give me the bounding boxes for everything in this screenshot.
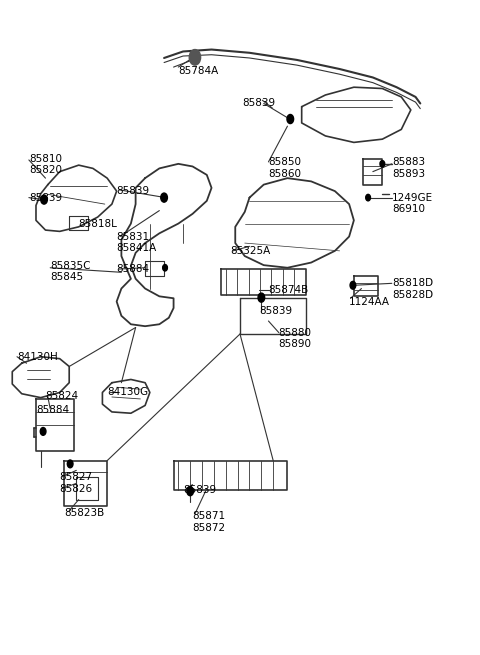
Text: 85810: 85810 bbox=[29, 154, 62, 164]
Text: 86910: 86910 bbox=[392, 204, 425, 214]
Text: 85884: 85884 bbox=[117, 264, 150, 274]
Text: 85850: 85850 bbox=[268, 157, 301, 167]
Circle shape bbox=[380, 160, 384, 167]
Text: 85839: 85839 bbox=[242, 98, 276, 109]
Circle shape bbox=[163, 265, 168, 271]
Text: 85831: 85831 bbox=[117, 232, 150, 242]
Text: 85880: 85880 bbox=[278, 328, 311, 338]
Circle shape bbox=[40, 428, 46, 436]
Text: 85828D: 85828D bbox=[392, 290, 433, 300]
Text: 85827: 85827 bbox=[60, 472, 93, 482]
Text: 85871: 85871 bbox=[192, 511, 226, 521]
Text: 85890: 85890 bbox=[278, 339, 311, 349]
Text: 85839: 85839 bbox=[259, 307, 292, 316]
Circle shape bbox=[67, 460, 73, 468]
Text: 85839: 85839 bbox=[29, 193, 62, 202]
Circle shape bbox=[41, 195, 48, 204]
Circle shape bbox=[366, 195, 371, 201]
Text: 85845: 85845 bbox=[50, 272, 84, 282]
Circle shape bbox=[350, 282, 356, 290]
Text: 85824: 85824 bbox=[46, 390, 79, 401]
Text: 85883: 85883 bbox=[392, 157, 425, 167]
Text: 84130H: 84130H bbox=[17, 352, 58, 362]
Text: 85820: 85820 bbox=[29, 165, 62, 176]
Text: 85872: 85872 bbox=[192, 523, 226, 533]
Circle shape bbox=[258, 293, 264, 302]
Text: 85893: 85893 bbox=[392, 168, 425, 179]
Circle shape bbox=[287, 115, 294, 124]
Text: 85839: 85839 bbox=[183, 485, 216, 495]
Text: 84130G: 84130G bbox=[107, 388, 148, 398]
Text: 85841A: 85841A bbox=[117, 243, 157, 253]
Text: 85860: 85860 bbox=[268, 168, 301, 179]
Text: 85835C: 85835C bbox=[50, 261, 91, 271]
Text: 85784A: 85784A bbox=[179, 66, 218, 76]
Text: 85874B: 85874B bbox=[268, 285, 309, 295]
Circle shape bbox=[161, 193, 168, 202]
Text: 85823B: 85823B bbox=[64, 508, 105, 517]
Text: 1124AA: 1124AA bbox=[349, 297, 390, 307]
Text: 85826: 85826 bbox=[60, 483, 93, 494]
Text: 85818L: 85818L bbox=[79, 219, 118, 229]
Circle shape bbox=[189, 50, 201, 65]
Circle shape bbox=[187, 487, 193, 496]
Text: 85884: 85884 bbox=[36, 405, 69, 415]
Text: 85325A: 85325A bbox=[230, 246, 271, 256]
Text: 85818D: 85818D bbox=[392, 278, 433, 288]
Text: 85839: 85839 bbox=[117, 186, 150, 196]
Text: 1249GE: 1249GE bbox=[392, 193, 433, 202]
